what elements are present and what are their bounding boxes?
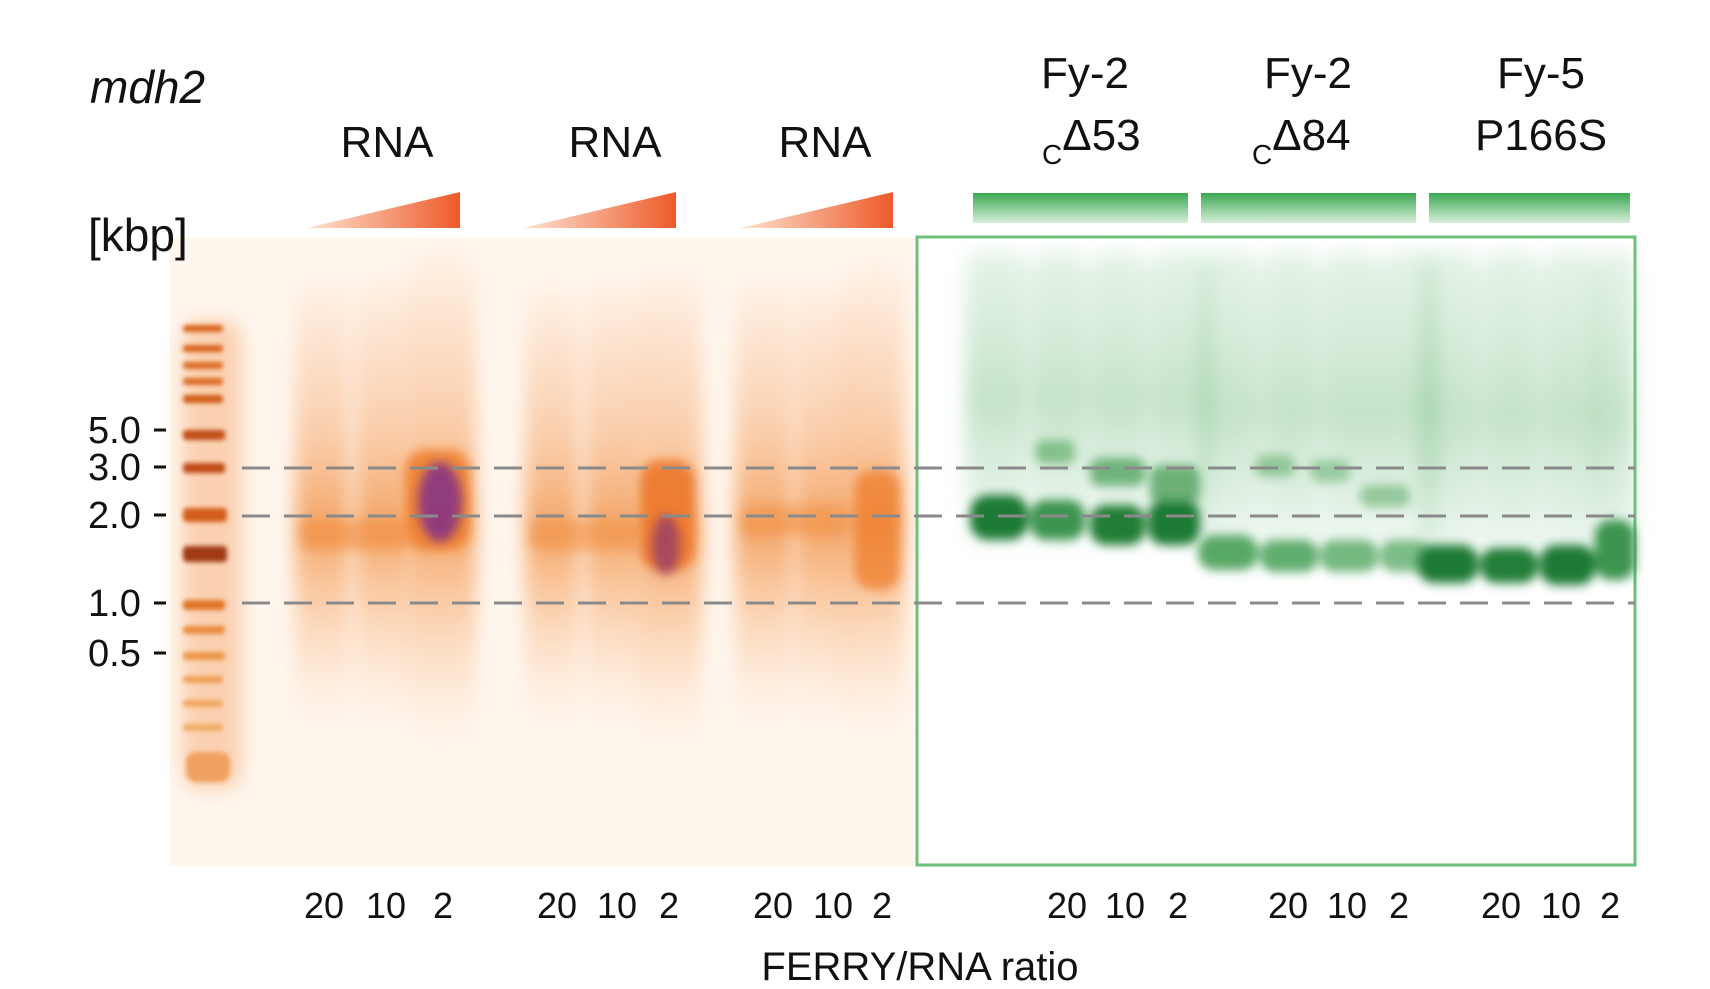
ladder-tick-1: 1.0 bbox=[88, 583, 141, 625]
ratio-label: 10 bbox=[366, 885, 406, 926]
protein-label-1-subscript: C bbox=[1042, 139, 1062, 170]
ratio-label: 20 bbox=[1268, 885, 1308, 926]
protein-label-2-subscript: C bbox=[1252, 139, 1272, 170]
rna-lanes-group-3 bbox=[735, 260, 905, 740]
ratio-label: 10 bbox=[1105, 885, 1145, 926]
ladder-tick-5: 5.0 bbox=[88, 410, 141, 452]
ratio-label: 2 bbox=[1168, 885, 1188, 926]
ratio-label: 10 bbox=[1541, 885, 1581, 926]
ratio-label: 2 bbox=[872, 885, 892, 926]
protein-label-1-line1: Fy-2 bbox=[1041, 49, 1129, 98]
ratio-label: 20 bbox=[304, 885, 344, 926]
ratio-label: 20 bbox=[537, 885, 577, 926]
rna-wedge-2 bbox=[523, 192, 676, 228]
protein-label-3-line2: P166S bbox=[1475, 111, 1607, 160]
unit-label: [kbp] bbox=[88, 209, 188, 261]
rna-group-label-1: RNA bbox=[341, 118, 435, 167]
ratio-label: 2 bbox=[1600, 885, 1620, 926]
protein-label-2-mutation: Δ84 bbox=[1272, 111, 1350, 160]
ratio-label: 20 bbox=[1481, 885, 1521, 926]
protein-label-2-line2: CΔ84 bbox=[1252, 111, 1351, 170]
ratio-label: 2 bbox=[433, 885, 453, 926]
ratio-label: 20 bbox=[753, 885, 793, 926]
protein-label-1-mutation: Δ53 bbox=[1062, 111, 1140, 160]
rna-group-label-3: RNA bbox=[779, 118, 873, 167]
rna-group-label-2: RNA bbox=[569, 118, 663, 167]
protein-bar-3 bbox=[1429, 193, 1630, 223]
ratio-label: 2 bbox=[659, 885, 679, 926]
rna-gel-panel bbox=[170, 238, 915, 866]
ratio-label: 10 bbox=[1327, 885, 1367, 926]
rna-lanes-group-1 bbox=[295, 250, 476, 750]
rna-lanes-group-2 bbox=[525, 270, 702, 750]
protein-bar-1 bbox=[973, 193, 1188, 223]
rna-concentration-wedges bbox=[307, 192, 893, 228]
ladder-tick-0-5: 0.5 bbox=[88, 633, 141, 675]
protein-bands-group-2 bbox=[1198, 535, 1430, 572]
rna-wedge-3 bbox=[740, 192, 893, 228]
protein-label-2-line1: Fy-2 bbox=[1264, 49, 1352, 98]
gene-label: mdh2 bbox=[90, 61, 205, 113]
ratio-label: 10 bbox=[597, 885, 637, 926]
protein-group-label-1: Fy-2 CΔ53 bbox=[1041, 49, 1141, 170]
reference-lines bbox=[242, 466, 1635, 605]
protein-gel-panel bbox=[915, 235, 1637, 867]
protein-group-label-3: Fy-5 P166S bbox=[1475, 49, 1607, 160]
protein-label-3-line1: Fy-5 bbox=[1497, 49, 1585, 98]
protein-label-1-line2: CΔ53 bbox=[1042, 111, 1141, 170]
ratio-label: 20 bbox=[1047, 885, 1087, 926]
ratio-label: 2 bbox=[1389, 885, 1409, 926]
ratio-labels: 20 10 2 20 10 2 20 10 2 20 10 2 20 10 2 … bbox=[304, 885, 1620, 926]
protein-group-label-2: Fy-2 CΔ84 bbox=[1252, 49, 1352, 170]
protein-upper-bands bbox=[1035, 440, 1410, 507]
rna-wedge-1 bbox=[307, 192, 460, 228]
protein-bar-2 bbox=[1201, 193, 1416, 223]
ladder-bands bbox=[183, 325, 230, 782]
ladder-tick-2: 2.0 bbox=[88, 495, 141, 537]
protein-bands-group-3 bbox=[1418, 520, 1635, 585]
protein-group-bars bbox=[973, 193, 1630, 223]
ratio-label: 10 bbox=[813, 885, 853, 926]
ladder-tick-labels: 5.0 3.0 2.0 1.0 0.5 bbox=[88, 410, 166, 675]
x-axis-label: FERRY/RNA ratio bbox=[761, 945, 1078, 989]
ladder-tick-3: 3.0 bbox=[88, 447, 141, 489]
